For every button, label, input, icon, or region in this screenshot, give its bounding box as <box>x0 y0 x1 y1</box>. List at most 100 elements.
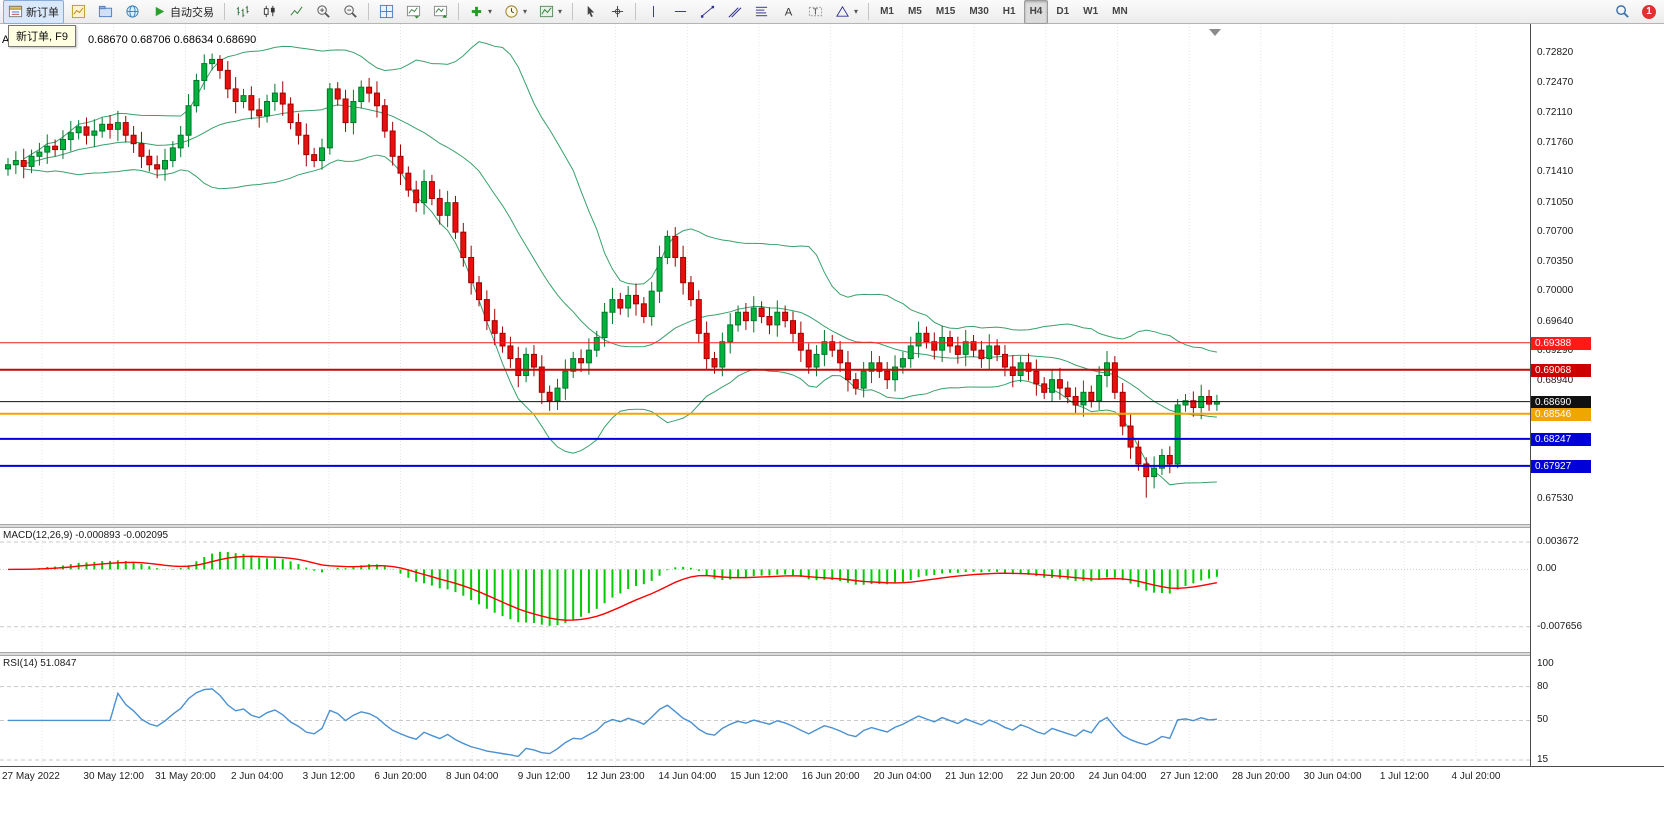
new-order-button[interactable]: 新订单 <box>3 0 64 24</box>
label-button[interactable]: T <box>803 0 828 24</box>
price-level-badge-0.69388: 0.69388 <box>1531 336 1591 350</box>
rsi-axis-label: 80 <box>1537 680 1549 692</box>
add-indicator-button[interactable]: ▾ <box>464 0 497 24</box>
chevron-down-icon: ▾ <box>558 7 563 16</box>
toolbar-separator <box>572 3 574 20</box>
trendline-button[interactable] <box>695 0 720 24</box>
bb-middle <box>23 104 1217 418</box>
shapes-button[interactable]: ▾ <box>830 0 863 24</box>
price-level-badge-0.68690: 0.68690 <box>1531 395 1591 409</box>
macd-axis-label: -0.007656 <box>1537 620 1583 632</box>
templates-button[interactable]: ▾ <box>534 0 567 24</box>
auto-scroll-button[interactable] <box>401 0 426 24</box>
toolbar-separator <box>635 3 637 20</box>
timeframe-button-mn[interactable]: MN <box>1112 6 1128 17</box>
candlestick-icon <box>263 5 275 18</box>
panel-splitter[interactable] <box>0 652 1664 656</box>
macd-axis-label: 0.003672 <box>1537 535 1579 547</box>
timeframe-button-d1[interactable]: D1 <box>1056 6 1070 17</box>
timeframe-button-h1[interactable]: H1 <box>1002 6 1016 17</box>
timeframe-button-h4[interactable]: H4 <box>1023 0 1049 24</box>
price-axis-label: 0.71760 <box>1537 136 1574 148</box>
price-level-badge-0.69068: 0.69068 <box>1531 363 1591 377</box>
price-axis-label: 0.72110 <box>1537 107 1573 119</box>
price-axis-label: 0.72470 <box>1537 76 1574 88</box>
timeframe-button-m1[interactable]: M1 <box>880 6 894 17</box>
time-axis-label: 3 Jun 12:00 <box>302 771 355 782</box>
tooltip-new-order: 新订单, F9 <box>8 25 76 47</box>
line-chart-type-button[interactable] <box>284 0 309 24</box>
time-axis-label: 15 Jun 12:00 <box>730 771 788 782</box>
rsi-axis-label: 50 <box>1537 714 1549 726</box>
vertical-line-icon <box>653 5 655 18</box>
profiles-icon <box>98 5 113 18</box>
timeframe-button-m5[interactable]: M5 <box>907 6 922 17</box>
candles <box>5 53 1220 498</box>
time-axis-label: 21 Jun 12:00 <box>945 771 1004 782</box>
cursor-icon <box>587 5 595 18</box>
chart-shift-marker[interactable] <box>1209 29 1221 36</box>
bar-chart-type-button[interactable] <box>230 0 255 24</box>
zoom-out-button[interactable] <box>338 0 363 24</box>
time-axis-label: 4 Jul 20:00 <box>1451 771 1501 782</box>
crosshair-button[interactable] <box>605 0 630 24</box>
zoom-in-button[interactable] <box>311 0 336 24</box>
price-axis-label: 0.72820 <box>1537 47 1574 59</box>
auto-scroll-icon <box>406 5 421 19</box>
clock-icon <box>505 5 518 18</box>
notification-badge[interactable]: 1 <box>1642 4 1656 19</box>
time-axis-label: 14 Jun 04:00 <box>658 771 717 782</box>
tile-windows-icon <box>379 4 394 19</box>
time-axis-label: 28 Jun 20:00 <box>1231 771 1290 782</box>
macd-axis-label: 0.00 <box>1537 563 1557 575</box>
community-button[interactable] <box>120 0 145 24</box>
tile-windows-button[interactable] <box>374 0 399 24</box>
template-icon <box>539 5 554 18</box>
text-button[interactable]: A <box>776 0 801 24</box>
price-axis-label: 0.70000 <box>1537 285 1574 297</box>
fibonacci-button[interactable] <box>749 0 774 24</box>
channel-icon <box>728 7 742 18</box>
horizontal-line-button[interactable] <box>668 0 693 24</box>
cursor-button[interactable] <box>578 0 603 24</box>
charts-button[interactable] <box>66 0 91 24</box>
candlestick-chart-type-button[interactable] <box>257 0 282 24</box>
add-indicator-icon <box>471 6 482 17</box>
price-axis-label: 0.69640 <box>1537 315 1574 327</box>
toolbar-separator <box>224 3 225 20</box>
macd-panel: MACD(12,26,9) -0.000893 -0.002095 <box>0 528 1530 652</box>
chart-shift-button[interactable] <box>428 0 453 24</box>
time-axis-label: 1 Jul 12:00 <box>1379 771 1429 782</box>
vertical-gridlines <box>41 528 1477 652</box>
search-button[interactable] <box>1610 0 1635 24</box>
bar-chart-icon <box>236 5 249 18</box>
periods-button[interactable]: ▾ <box>499 0 532 24</box>
price-lines <box>0 342 1530 467</box>
timeframe-button-w1[interactable]: W1 <box>1083 6 1099 17</box>
vertical-line-button[interactable] <box>641 0 666 24</box>
price-axis[interactable]: 0.72820 0.72470 0.72110 0.71760 0.71410 0.710… <box>1530 24 1664 766</box>
toolbar-separator <box>368 3 369 20</box>
time-axis[interactable]: 27 May 2022 30 May 12:00 31 May 20:00 2 Jun… <box>0 768 1664 790</box>
timeframe-button-m30[interactable]: M30 <box>969 6 989 17</box>
price-axis-label: 0.71410 <box>1537 166 1574 178</box>
time-axis-label: 2 Jun 04:00 <box>230 771 284 782</box>
main-chart[interactable] <box>0 24 1530 524</box>
chevron-down-icon: ▾ <box>854 7 859 16</box>
macd-chart[interactable] <box>0 528 1530 652</box>
panel-splitter[interactable] <box>0 524 1664 528</box>
chevron-down-icon: ▾ <box>523 7 528 16</box>
quote-ohlc-text: 0.68670 0.68706 0.68634 0.68690 <box>88 34 257 46</box>
profiles-button[interactable] <box>93 0 118 24</box>
chevron-down-icon: ▾ <box>488 7 493 16</box>
time-axis-label: 20 Jun 04:00 <box>873 771 932 782</box>
charts-icon <box>71 4 86 19</box>
rsi-chart[interactable] <box>0 656 1530 766</box>
equidistant-channel-button[interactable] <box>722 0 747 24</box>
toolbar-separator <box>458 3 459 20</box>
timeframe-button-m15[interactable]: M15 <box>935 6 956 17</box>
auto-trading-button[interactable]: 自动交易 <box>147 0 219 24</box>
time-axis-label: 30 Jun 04:00 <box>1303 771 1362 782</box>
price-axis-label: 0.71050 <box>1537 196 1574 208</box>
macd-label: MACD(12,26,9) -0.000893 -0.002095 <box>3 530 169 541</box>
